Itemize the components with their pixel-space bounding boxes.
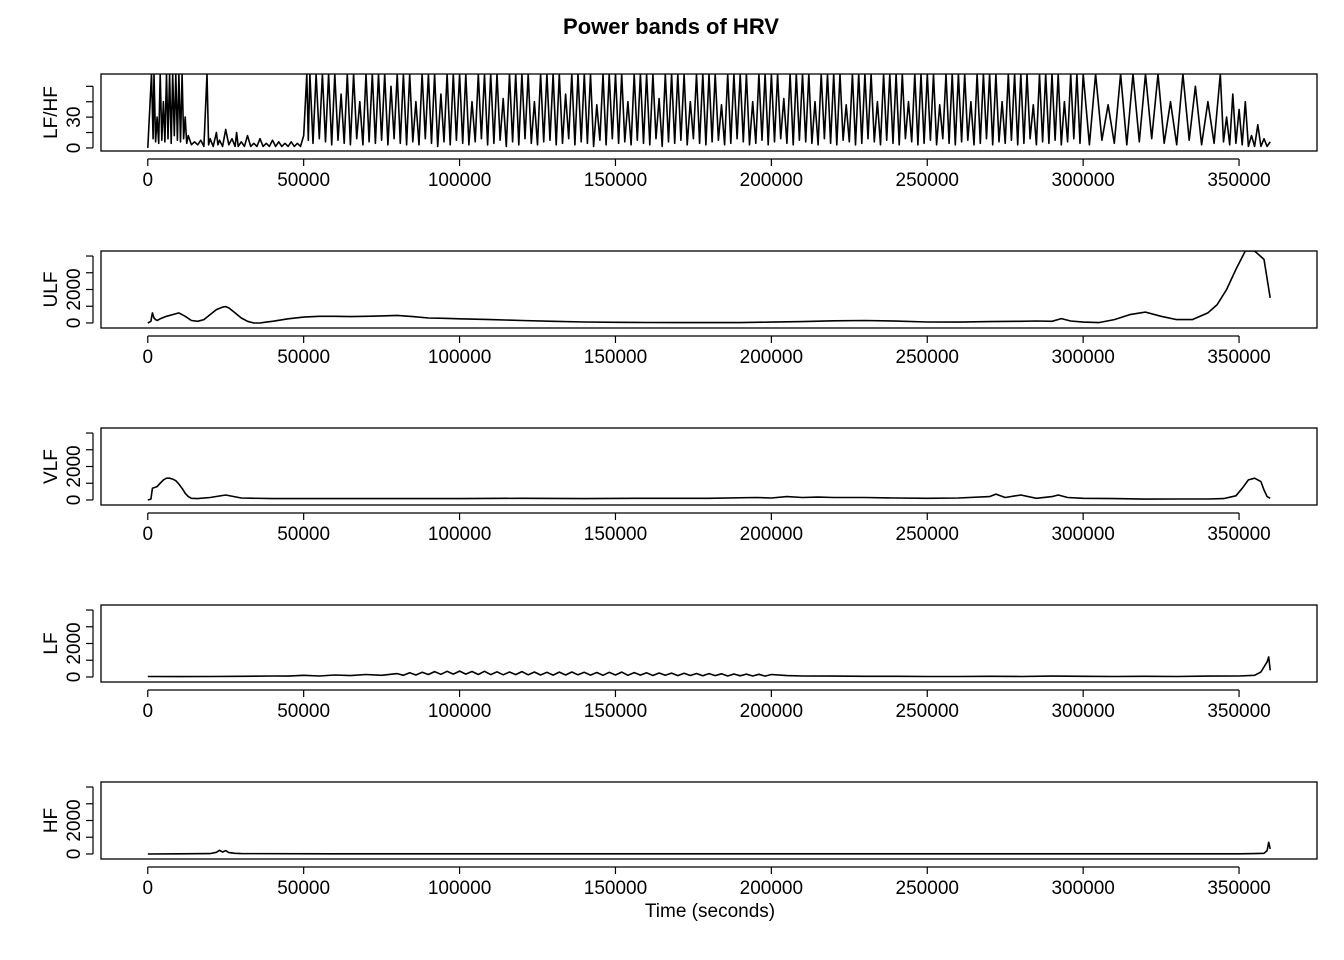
panel-ulf: 0 50000 100000 150000 200000 250000 300000 3500… [41,250,1318,368]
y-axis-label: LF [41,632,62,654]
x-tick-label: 200000 [740,347,803,368]
y-axis-label: ULF [41,272,62,308]
x-tick-label: 250000 [896,347,959,368]
series-line-lf [147,656,1271,678]
x-tick-label: 0 [142,878,153,899]
x-tick-label: 200000 [740,878,803,899]
series-line-ulf [147,251,1271,324]
x-tick-label: 150000 [584,170,647,191]
y-tick-label: 2000 [64,268,85,310]
x-tick-label: 50000 [277,524,330,545]
x-tick-label: 200000 [740,170,803,191]
x-tick-label: 250000 [896,524,959,545]
x-tick-label: 200000 [740,701,803,722]
x-tick-label: 300000 [1051,170,1114,191]
panel-hf: 0 50000 100000 150000 200000 250000 300000 3500… [41,781,1318,899]
x-tick-label: 100000 [428,347,491,368]
x-tick-label: 150000 [584,347,647,368]
x-tick-label: 0 [142,701,153,722]
x-tick-label: 100000 [428,170,491,191]
x-tick-label: 250000 [896,878,959,899]
x-tick-label: 0 [142,347,153,368]
x-tick-label: 300000 [1051,878,1114,899]
y-tick-label: 0 [64,143,85,154]
x-tick-label: 250000 [896,170,959,191]
x-tick-label: 150000 [584,878,647,899]
panel-lf: 0 50000 100000 150000 200000 250000 300000 3500… [41,604,1318,722]
x-tick-label: 100000 [428,701,491,722]
y-tick-label: 30 [64,107,85,128]
x-tick-label: 150000 [584,524,647,545]
chart-title: Power bands of HRV [563,14,779,39]
x-tick-label: 300000 [1051,701,1114,722]
y-tick-label: 0 [64,672,85,683]
plot-frame [100,427,1318,506]
series-line-lf-hf [147,74,1271,148]
panel-lf-hf: 0 50000 100000 150000 200000 250000 300000 3500… [41,73,1318,191]
x-tick-label: 50000 [277,701,330,722]
y-tick-label: 0 [64,495,85,506]
plot-frame [100,604,1318,683]
x-tick-label: 300000 [1051,524,1114,545]
x-tick-label: 350000 [1207,170,1270,191]
y-axis-label: VLF [41,449,62,484]
y-tick-label: 0 [64,849,85,860]
series-line-vlf [147,477,1271,501]
x-axis-label: Time (seconds) [645,901,775,922]
x-tick-label: 100000 [428,524,491,545]
x-tick-label: 350000 [1207,878,1270,899]
x-tick-label: 50000 [277,170,330,191]
y-axis-label: HF [41,808,62,833]
y-tick-label: 2000 [64,622,85,664]
x-tick-label: 350000 [1207,524,1270,545]
plot-frame [100,250,1318,329]
x-tick-label: 100000 [428,878,491,899]
panels-group: 0 50000 100000 150000 200000 250000 300000 3500… [41,73,1318,899]
y-tick-label: 0 [64,318,85,329]
x-tick-label: 350000 [1207,347,1270,368]
x-tick-label: 250000 [896,701,959,722]
x-tick-label: 350000 [1207,701,1270,722]
x-tick-label: 50000 [277,878,330,899]
series-line-hf [147,841,1271,855]
plot-frame [100,781,1318,860]
x-tick-label: 150000 [584,701,647,722]
x-tick-label: 0 [142,170,153,191]
x-tick-label: 300000 [1051,347,1114,368]
x-tick-label: 200000 [740,524,803,545]
y-tick-label: 2000 [64,799,85,841]
x-tick-label: 50000 [277,347,330,368]
panel-vlf: 0 50000 100000 150000 200000 250000 300000 3500… [41,427,1318,545]
y-axis-label: LF/HF [41,86,62,139]
y-tick-label: 2000 [64,445,85,487]
x-tick-label: 0 [142,524,153,545]
